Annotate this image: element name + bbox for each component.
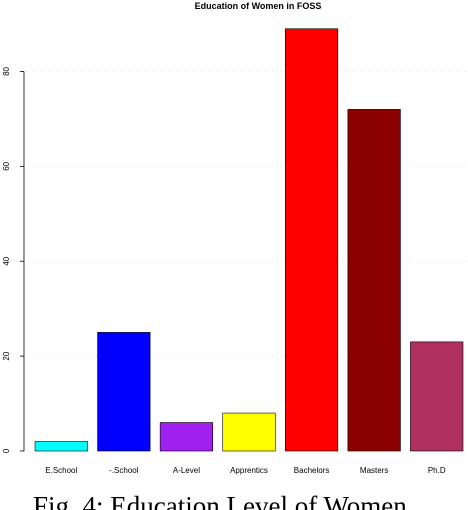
y-tick-label: 80 <box>2 66 11 75</box>
x-tick-label: E.School <box>45 466 77 475</box>
bar-chart: Education of Women in FOSS 0 20 40 60 80 E.S… <box>2 1 468 475</box>
x-tick-label: -.School <box>109 466 139 475</box>
bar-ph-d <box>410 341 464 452</box>
x-tick-label: Masters <box>360 466 388 475</box>
y-tick-label: 40 <box>2 256 11 265</box>
x-tick-label: A-Level <box>173 466 200 475</box>
y-axis: 0 20 40 60 80 <box>2 66 25 453</box>
figure-caption: Fig. 4: Education Level of Women <box>33 491 407 510</box>
x-tick-label: Bachelors <box>294 466 330 475</box>
y-tick-label: 20 <box>2 351 11 360</box>
bar-school <box>97 332 151 452</box>
bars <box>34 28 464 452</box>
x-tick-label: Ph.D <box>428 466 446 475</box>
x-tick-label: Apprentics <box>230 466 268 475</box>
bar-bachelors <box>284 28 339 452</box>
bar-apprentics <box>222 412 276 452</box>
bar-masters <box>347 109 401 452</box>
y-tick-label: 60 <box>2 161 11 170</box>
x-axis-labels: E.School -.School A-Level Apprentics Bachelo… <box>45 466 446 475</box>
grid <box>28 71 468 452</box>
bar-e-school <box>34 441 88 452</box>
chart-title: Education of Women in FOSS <box>195 1 322 11</box>
bar-a-level <box>159 422 214 452</box>
y-tick-label: 0 <box>2 448 11 453</box>
